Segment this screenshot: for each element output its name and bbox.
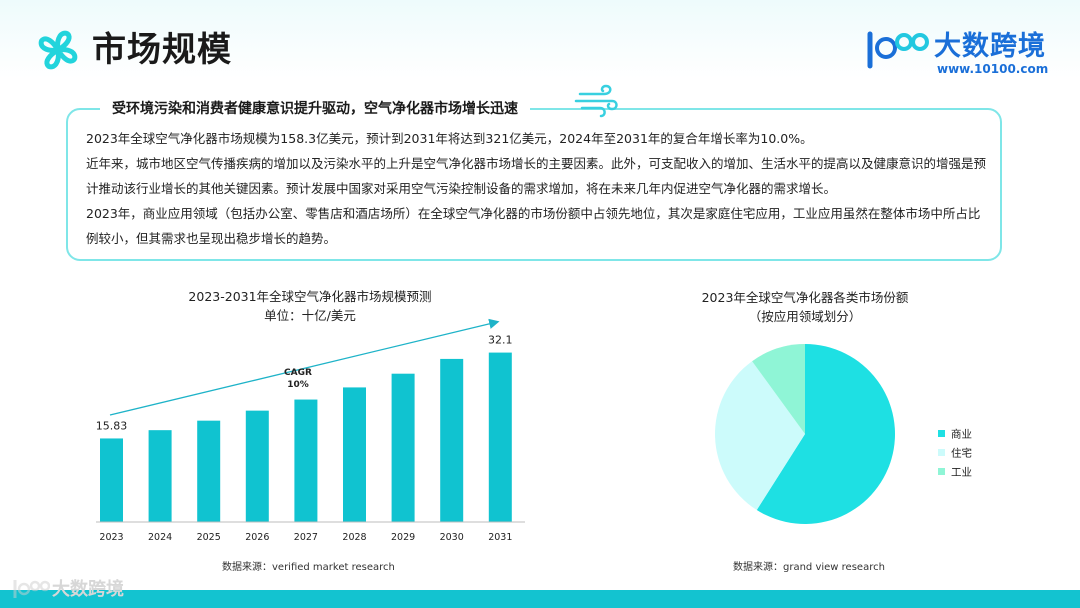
bar-2026 [245,410,269,522]
slices-layer [715,344,895,524]
bar-data-label: 15.83 [96,419,128,432]
legend-label: 商业 [951,428,972,441]
bar-2029 [391,373,415,522]
bar-2024 [148,430,172,522]
bar-2028 [343,387,366,522]
legend-swatch [938,449,945,456]
bar-2031 [488,352,512,522]
x-tick-label: 2029 [391,532,415,543]
x-tick-label: 2025 [197,532,221,543]
pie-slice-商业 [756,344,895,524]
labels-layer: 2023 15.83 2024 2025 2026 2027 2028 2029 2030 203… [96,334,513,543]
bar-data-label: 32.1 [488,334,513,347]
bar-chart-subtitle: 单位：十亿/美元 [264,308,356,323]
pie-chart-title: 2023年全球空气净化器各类市场份额 [702,290,909,305]
legend-swatch [938,430,945,437]
summary-paragraph: 2023年全球空气净化器市场规模为158.3亿美元，预计到2031年将达到321… [86,131,813,146]
pie-chart-source: 数据来源：grand view research [733,562,885,573]
summary-paragraph: 近年来，城市地区空气传播疾病的增加以及污染水平的上升是空气净化器市场增长的主要因… [86,156,987,196]
bar-2025 [197,420,221,522]
x-tick-label: 2030 [440,532,464,543]
watermark-logo-icon [13,580,50,598]
x-tick-label: 2031 [488,532,512,543]
page-title: 市场规模 [92,30,232,70]
bar-2030 [440,358,464,522]
bar-chart-source: 数据来源：verified market research [222,562,395,573]
x-tick-label: 2024 [148,532,172,543]
pie-chart-subtitle: （按应用领域划分） [749,309,862,324]
summary-paragraph: 2023年，商业应用领域（包括办公室、零售店和酒店场所）在全球空气净化器的市场份… [86,206,981,246]
wind-icon [574,84,618,118]
x-tick-label: 2028 [342,532,366,543]
brand-name: 大数跨境 [934,31,1046,62]
summary-heading: 受环境污染和消费者健康意识提升驱动，空气净化器市场增长迅速 [100,98,530,118]
pie-slice-工业 [752,344,805,434]
fan-icon [38,30,78,70]
bar-chart-title: 2023-2031年全球空气净化器市场规模预测 [188,289,431,304]
x-tick-label: 2026 [245,532,269,543]
x-tick-label: 2027 [294,532,318,543]
market-size-bar-chart: 2023-2031年全球空气净化器市场规模预测 单位：十亿/美元 CAGR 10… [96,289,525,543]
brand-logo-icon [867,31,929,69]
cagr-label: CAGR [284,368,312,378]
legend-swatch [938,468,945,475]
summary-box [66,108,1002,261]
footer-band [0,590,1080,608]
pie-slice-住宅 [715,361,805,510]
legend-label: 工业 [951,467,972,479]
bar-2027 [294,399,318,522]
x-tick-label: 2023 [99,532,123,543]
legend-label: 住宅 [951,447,972,460]
bar-2023 [100,438,123,522]
cagr-value: 10% [287,380,309,390]
brand-url[interactable]: www.10100.com [937,62,1049,76]
watermark-text: 大数跨境 [52,579,124,600]
bars-layer [100,352,512,522]
header-band [0,0,1080,78]
arrow-trend-line [109,318,500,416]
